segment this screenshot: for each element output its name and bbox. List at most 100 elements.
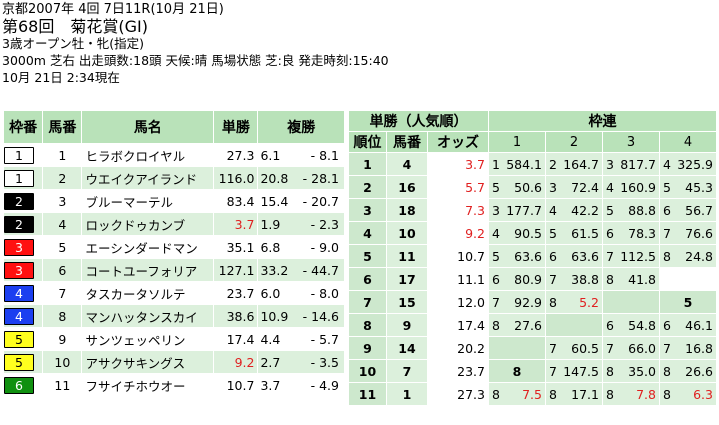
wakuren-odds: 72.4 [571, 179, 599, 195]
place-odds-cell: 20.8-28.1 [258, 167, 344, 189]
horse-name-cell[interactable]: マンハッタンスカイ [82, 305, 214, 327]
wakuren-pair: 8 41.8 [603, 272, 659, 287]
table-row: 2 4 ロックドゥカンブ 3.7 1.9 -2.3 [4, 213, 344, 235]
wakuren-odds: 54.8 [628, 317, 656, 333]
wakuren-cell: 7 60.5 [546, 337, 602, 359]
wakuren-frame: 8 [606, 386, 614, 402]
waku-cell: 4 [4, 305, 43, 327]
wakuren-odds: 80.9 [514, 271, 542, 287]
place-odds-cell: 1.9 -2.3 [258, 213, 344, 235]
wakuren-cell: 3 177.7 [489, 199, 545, 221]
rank-cell: 4 [349, 222, 386, 244]
place-low: 6.8 [260, 239, 281, 255]
wakuren-row: 7 60.5 7 66.0 7 16.8 [489, 337, 716, 359]
horse-name-cell[interactable]: ロックドゥカンブ [82, 213, 214, 235]
wakuren-odds: 61.5 [571, 225, 599, 241]
rank-row: 4 10 9.2 [349, 222, 488, 244]
wakuren-pair: 5 88.8 [603, 203, 659, 218]
place-separator: - [310, 285, 316, 301]
place-high: 9.0 [319, 239, 339, 255]
umaban-cell: 9 [43, 328, 82, 350]
waku-badge: 5 [4, 353, 34, 371]
wakuren-pair: 5 63.6 [489, 249, 545, 264]
wakuren-odds: 76.6 [685, 225, 713, 241]
table-row: 4 7 タスカータソルテ 23.7 6.0 -8.0 [4, 282, 344, 304]
waku-badge: 2 [4, 192, 34, 210]
wakuren-cell: 7 66.0 [603, 337, 659, 359]
rank-row: 1 4 3.7 [349, 153, 488, 175]
wakuren-frame: 5 [492, 248, 500, 264]
wakuren-pair: 3 817.7 [603, 157, 659, 172]
wakuren-odds: 66.0 [628, 340, 656, 356]
horse-name-cell[interactable]: ヒラボクロイヤル [82, 144, 214, 166]
wakuren-cell: 7 112.5 [603, 245, 659, 267]
horse-name-cell[interactable]: タスカータソルテ [82, 282, 214, 304]
place-separator: - [310, 147, 316, 163]
wakuren-frame: 7 [492, 294, 500, 310]
place-low: 1.9 [260, 216, 281, 232]
horse-name-cell[interactable]: エーシンダードマン [82, 236, 214, 258]
rank-odds-cell: 9.2 [428, 222, 488, 244]
umaban-cell: 4 [43, 213, 82, 235]
place-separator: - [310, 377, 316, 393]
wakuren-cell: 1 584.1 [489, 153, 545, 175]
wakuren-row: 7 92.9 8 5.2 5 [489, 291, 716, 313]
place-low: 4.4 [260, 331, 281, 347]
win-odds-cell: 3.7 [214, 213, 258, 235]
wakuren-frame: 5 [606, 202, 614, 218]
wakuren-cell: 6 56.7 [660, 199, 716, 221]
wakuren-pair: 8 17.1 [546, 387, 602, 402]
rank-cell: 1 [349, 153, 386, 175]
wakuren-pair: 5 50.6 [489, 180, 545, 195]
table-row: 5 9 サンツェッペリン 17.4 4.4 -5.7 [4, 328, 344, 350]
wakuren-pair: 6 54.8 [603, 318, 659, 333]
rank-cell: 5 [349, 245, 386, 267]
place-high: 4.9 [319, 377, 339, 393]
wakuren-frame: 6 [606, 317, 614, 333]
rank-cell: 10 [349, 360, 386, 382]
wakuren-pair: 6 46.1 [660, 318, 716, 333]
umaban-cell: 1 [43, 144, 82, 166]
wakuren-odds: 17.1 [571, 386, 599, 402]
place-separator: - [302, 262, 308, 278]
place-high: 8.1 [319, 147, 339, 163]
wakuren-pair: 8 5.2 [546, 295, 602, 310]
place-low: 15.4 [260, 193, 289, 209]
horse-name-cell[interactable]: ブルーマーテル [82, 190, 214, 212]
win-odds-cell: 10.7 [214, 374, 258, 396]
wakuren-cell: 8 7.5 [489, 383, 545, 405]
wakuren-pair: 5 45.3 [660, 180, 716, 195]
wakuren-frame: 8 [663, 363, 671, 379]
wakuren-odds: 63.6 [571, 248, 599, 264]
wakuren-cell: 8 27.6 [489, 314, 545, 336]
wakuren-cell: 6 54.8 [603, 314, 659, 336]
horse-name-cell[interactable]: サンツェッペリン [82, 328, 214, 350]
wakuren-cell: 7 147.5 [546, 360, 602, 382]
wakuren-odds: 5.2 [579, 294, 599, 310]
wakuren-frame: 4 [492, 225, 500, 241]
wakuren-pair: 7 92.9 [489, 295, 545, 310]
place-high: 14.6 [311, 308, 339, 324]
wakuren-cell: 5 50.6 [489, 176, 545, 198]
wakuren-pair: 8 6.3 [660, 387, 716, 402]
wakuren-frame: 8 [663, 248, 671, 264]
umaban-cell: 6 [43, 259, 82, 281]
horse-name-cell[interactable]: アサクサキングス [82, 351, 214, 373]
wakuren-pair: 6 63.6 [546, 249, 602, 264]
umaban-cell: 3 [43, 190, 82, 212]
place-high: 8.0 [319, 285, 339, 301]
waku-badge: 3 [4, 261, 34, 279]
wakuren-frame: 3 [606, 156, 614, 172]
wakuren-cell: 6 80.9 [489, 268, 545, 290]
wakuren-pair: 6 80.9 [489, 272, 545, 287]
horse-name-cell[interactable]: ウエイクアイランド [82, 167, 214, 189]
wakuren-title: 枠連 [489, 111, 716, 131]
wakuren-cell: 8 35.0 [603, 360, 659, 382]
wakuren-frame: 8 [549, 294, 557, 310]
horse-name-cell[interactable]: フサイチホウオー [82, 374, 214, 396]
wakuren-pair: 7 66.0 [603, 341, 659, 356]
wakuren-odds: 35.0 [628, 363, 656, 379]
wakuren-col-4: 4 [660, 132, 716, 152]
wakuren-odds: 60.5 [571, 340, 599, 356]
horse-name-cell[interactable]: コートユーフォリア [82, 259, 214, 281]
